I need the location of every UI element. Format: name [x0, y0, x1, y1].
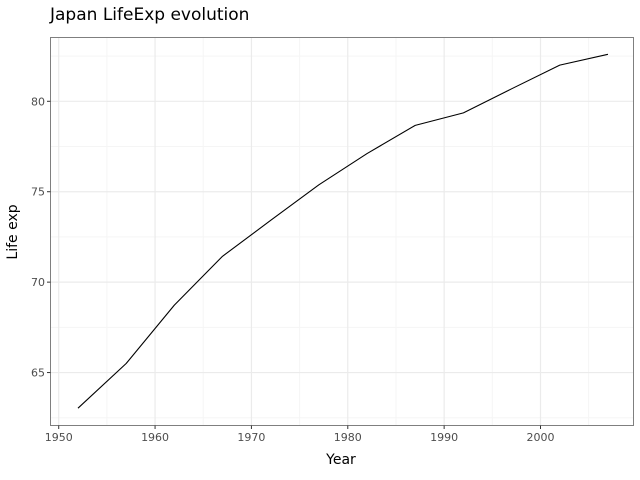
- plot-frame: [50, 37, 634, 426]
- x-tick-label: 1950: [45, 431, 73, 444]
- x-tick-label: 1970: [237, 431, 265, 444]
- y-axis-title: Life exp: [5, 204, 21, 259]
- x-tick-label: 1960: [141, 431, 169, 444]
- chart-title: Japan LifeExp evolution: [49, 5, 249, 25]
- y-axis: 65 70 75 80: [31, 95, 51, 380]
- x-tick-label: 2000: [526, 431, 554, 444]
- series-layer: [77, 53, 609, 409]
- y-tick-label: 70: [31, 276, 45, 289]
- x-tick-label: 1980: [334, 431, 362, 444]
- life-exp-line: [77, 53, 609, 409]
- y-tick-label: 80: [31, 95, 45, 108]
- y-tick-label: 75: [31, 186, 45, 199]
- grid: [51, 38, 633, 425]
- x-axis-title: Year: [325, 452, 356, 468]
- y-tick-label: 65: [31, 367, 45, 380]
- x-axis: 1950 1960 1970 1980 1990 2000: [45, 425, 554, 444]
- x-tick-label: 1990: [430, 431, 458, 444]
